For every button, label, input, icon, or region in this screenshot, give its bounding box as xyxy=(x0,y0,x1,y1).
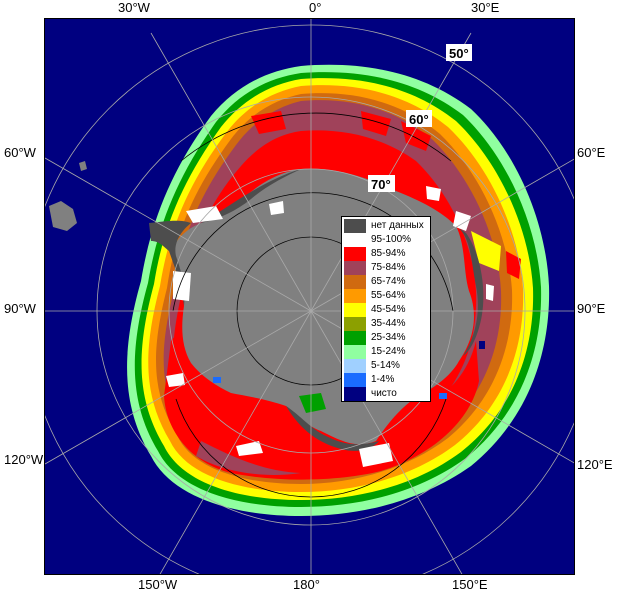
legend-label: 1-4% xyxy=(371,374,395,385)
ice-85-94-patch xyxy=(401,121,431,151)
lat-label-70: 70° xyxy=(371,177,391,192)
no-data-area xyxy=(456,226,484,356)
legend-label: 95-100% xyxy=(371,234,412,245)
legend-swatch xyxy=(344,219,366,233)
legend-label: 5-14% xyxy=(371,360,400,371)
ice-95-100-patch xyxy=(173,271,191,301)
legend-swatch xyxy=(344,233,366,247)
ice-clear-spot xyxy=(479,341,485,349)
lon-label-150w: 150°W xyxy=(138,577,178,592)
legend-label: 25-34% xyxy=(371,332,406,343)
lon-label-90w: 90°W xyxy=(4,301,36,316)
lon-label-60w: 60°W xyxy=(4,145,36,160)
map-canvas: 50° 60° 70° xyxy=(45,19,574,574)
lon-label-150e: 150°E xyxy=(452,577,488,592)
legend-swatch xyxy=(344,261,366,275)
ice-25-34-polynya xyxy=(299,393,326,413)
lat-label-50-bg xyxy=(446,44,472,61)
ice-95-100-patch xyxy=(359,443,393,467)
map-legend: нет данных 95-100% 85-94% 75-84% 65-74% … xyxy=(341,216,431,402)
legend-label: 35-44% xyxy=(371,318,406,329)
ice-95-100-patch xyxy=(166,373,185,387)
lon-label-90e: 90°E xyxy=(577,301,606,316)
legend-label: 75-84% xyxy=(371,262,406,273)
legend-swatch xyxy=(344,331,366,345)
ice-85-94-ross-sector xyxy=(164,330,479,480)
lon-label-120w: 120°W xyxy=(4,452,44,467)
sea-ice-map: 50° 60° 70° xyxy=(44,18,575,575)
south-america-land xyxy=(49,201,77,231)
ice-85-94-patch xyxy=(506,251,521,279)
legend-swatch xyxy=(344,289,366,303)
meridian-30e xyxy=(310,32,472,312)
lat-label-60: 60° xyxy=(409,112,429,127)
legend-swatch xyxy=(344,303,366,317)
island-land xyxy=(79,161,87,171)
legend-swatch xyxy=(344,345,366,359)
legend-label: 55-64% xyxy=(371,290,406,301)
lat-label-60-bg xyxy=(406,110,432,127)
legend-label: 85-94% xyxy=(371,248,406,259)
ice-95-100-patch xyxy=(236,441,263,456)
legend-swatch xyxy=(344,317,366,331)
lat-label-50: 50° xyxy=(449,46,469,61)
ice-85-94-patch xyxy=(361,111,391,136)
legend-swatch xyxy=(344,247,366,261)
ice-1-4-patch xyxy=(213,377,221,383)
legend-swatch xyxy=(344,373,366,387)
no-data-area xyxy=(286,406,379,451)
lon-label-120e: 120°E xyxy=(577,457,613,472)
ice-95-100-patch xyxy=(269,201,284,215)
meridian-30w xyxy=(150,32,312,312)
ice-95-100-patch xyxy=(486,284,494,301)
lat-circle-60-dark-arc xyxy=(180,112,452,162)
legend-label: нет данных xyxy=(371,220,424,231)
ice-1-4-patch xyxy=(439,393,447,399)
ice-95-100-patch xyxy=(186,206,223,223)
legend-swatch xyxy=(344,275,366,289)
legend-swatch xyxy=(344,387,366,401)
meridian-150e xyxy=(310,310,463,574)
legend-label: 65-74% xyxy=(371,276,406,287)
meridian-120w xyxy=(45,310,312,465)
lat-label-70-bg xyxy=(368,175,395,192)
lon-label-60e: 60°E xyxy=(577,145,606,160)
lon-label-0: 0° xyxy=(309,0,322,15)
lon-label-180: 180° xyxy=(293,577,320,592)
no-data-area xyxy=(201,169,301,223)
legend-swatch xyxy=(344,359,366,373)
legend-label: чисто xyxy=(371,388,397,399)
ice-95-100-patch xyxy=(426,186,441,201)
meridian-60w xyxy=(45,157,312,312)
legend-label: 15-24% xyxy=(371,346,406,357)
legend-label: 45-54% xyxy=(371,304,406,315)
lon-label-30e: 30°E xyxy=(471,0,500,15)
meridian-150w xyxy=(159,310,312,574)
lon-label-30w: 30°W xyxy=(118,0,150,15)
